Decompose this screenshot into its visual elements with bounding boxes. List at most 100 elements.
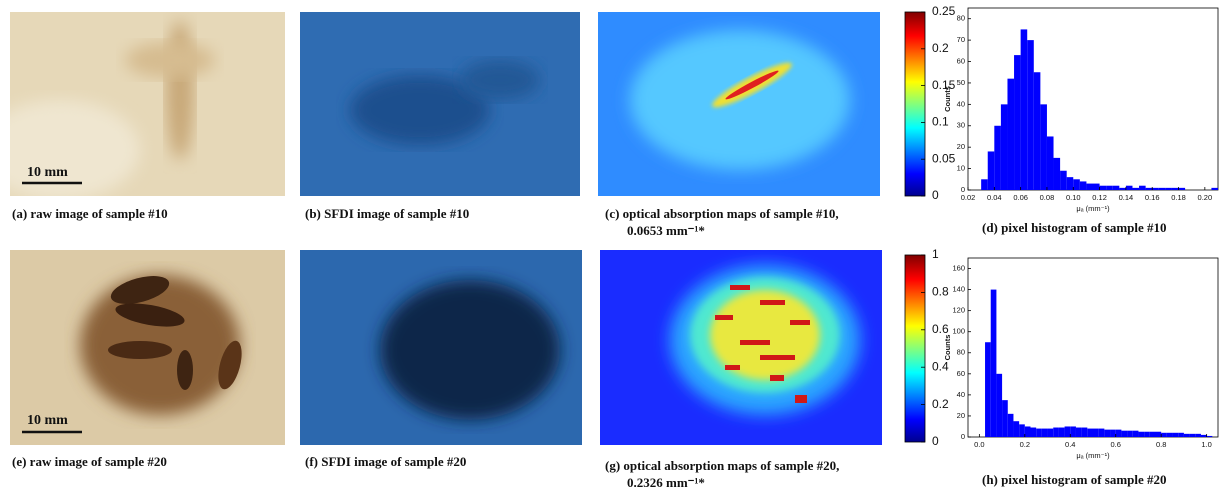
bar — [1014, 55, 1021, 190]
colorbar-tick-label: 0 — [932, 434, 939, 448]
bar — [1155, 431, 1162, 437]
x-tick-label: 0.8 — [1156, 440, 1166, 449]
colorbar-tick-label: 0.1 — [932, 115, 949, 129]
bar — [1195, 433, 1201, 437]
bar — [1166, 432, 1173, 437]
y-tick-label: 80 — [957, 348, 965, 357]
bar — [1093, 183, 1100, 190]
bar — [996, 373, 1003, 437]
x-axis-label: μₐ (mm⁻¹) — [1076, 204, 1110, 213]
x-tick-label: 0.12 — [1092, 193, 1107, 202]
colorbar-tick-label: 0.15 — [932, 78, 956, 92]
bar — [1139, 185, 1146, 190]
x-tick-label: 0.02 — [961, 193, 976, 202]
bar — [1027, 40, 1034, 190]
y-tick-label: 140 — [952, 285, 965, 294]
colorbar-tick-label: 0.2 — [932, 41, 949, 55]
bar — [994, 125, 1001, 190]
caption: (c) optical absorption maps of sample #1… — [605, 206, 839, 221]
y-axis-label: Counts — [943, 335, 952, 361]
caption-value: 0.2326 mm⁻¹* — [627, 475, 705, 490]
bar — [1066, 177, 1074, 190]
bar — [1099, 185, 1107, 190]
bar — [1040, 104, 1047, 190]
bar — [1178, 432, 1184, 437]
bar — [1064, 426, 1071, 437]
bar — [1081, 427, 1088, 437]
y-axis-label: Counts — [943, 86, 952, 112]
bar — [1024, 426, 1031, 437]
bar — [1138, 431, 1145, 437]
bar — [1161, 432, 1167, 437]
bar — [990, 289, 997, 437]
bar — [1053, 427, 1059, 437]
raw-image — [10, 250, 285, 445]
bar — [1165, 187, 1172, 190]
bar — [1070, 426, 1076, 437]
bar — [1007, 78, 1015, 190]
bar — [1145, 187, 1153, 190]
y-tick-label: 160 — [952, 264, 965, 273]
colorbar — [904, 254, 926, 443]
bar — [987, 151, 995, 190]
x-tick-label: 0.08 — [1040, 193, 1055, 202]
bar — [1104, 429, 1111, 437]
bar — [1041, 428, 1048, 437]
caption: (g) optical absorption maps of sample #2… — [605, 458, 839, 473]
bar — [1036, 428, 1042, 437]
scale-label: 10 mm — [27, 165, 68, 180]
y-tick-label: 60 — [957, 369, 965, 378]
y-tick-label: 80 — [957, 14, 965, 23]
bar — [1106, 185, 1113, 190]
x-tick-label: 0.18 — [1171, 193, 1186, 202]
y-tick-label: 60 — [957, 57, 965, 66]
bar — [1171, 187, 1179, 190]
colorbar-tick-label: 0.05 — [932, 151, 956, 165]
bar — [1144, 431, 1150, 437]
bar — [1110, 429, 1116, 437]
caption: (d) pixel histogram of sample #10 — [982, 220, 1167, 235]
bar — [1060, 170, 1067, 190]
bar — [1189, 433, 1196, 437]
bar — [1000, 104, 1008, 190]
x-tick-label: 1.0 — [1201, 440, 1211, 449]
bar — [1002, 400, 1008, 437]
x-axis-label: μₐ (mm⁻¹) — [1076, 451, 1110, 460]
bar — [1093, 428, 1099, 437]
x-tick-label: 0.14 — [1119, 193, 1134, 202]
x-tick-label: 0.6 — [1111, 440, 1121, 449]
bar — [1020, 29, 1028, 191]
bar — [1058, 427, 1065, 437]
caption: (e) raw image of sample #20 — [12, 454, 167, 469]
bar — [1019, 424, 1025, 437]
y-tick-label: 70 — [957, 35, 965, 44]
y-tick-label: 0 — [961, 185, 965, 194]
caption: (b) SFDI image of sample #10 — [305, 206, 469, 221]
y-tick-label: 40 — [957, 99, 965, 108]
bar — [1087, 428, 1093, 437]
bar — [1158, 187, 1166, 190]
x-tick-label: 0.04 — [987, 193, 1002, 202]
bar — [1119, 187, 1126, 190]
y-tick-label: 120 — [952, 306, 965, 315]
caption-value: 0.0653 mm⁻¹* — [627, 223, 705, 238]
colorbar-tick-label: 0.2 — [932, 397, 949, 411]
x-tick-label: 0.2 — [1020, 440, 1030, 449]
bar — [1075, 427, 1082, 437]
bar — [1125, 185, 1133, 190]
caption: (a) raw image of sample #10 — [12, 206, 168, 221]
bar — [1183, 433, 1190, 437]
absorption-map — [598, 12, 880, 196]
colorbar — [904, 11, 926, 197]
y-tick-label: 20 — [957, 142, 965, 151]
x-tick-label: 0.06 — [1013, 193, 1028, 202]
bar — [1079, 181, 1087, 190]
sfdi-image — [300, 12, 580, 196]
y-tick-label: 30 — [957, 121, 965, 130]
x-tick-label: 0.0 — [974, 440, 984, 449]
colorbar-tick-label: 0.8 — [932, 285, 949, 299]
bar — [1206, 435, 1213, 437]
y-tick-label: 20 — [957, 411, 965, 420]
y-tick-label: 40 — [957, 390, 965, 399]
